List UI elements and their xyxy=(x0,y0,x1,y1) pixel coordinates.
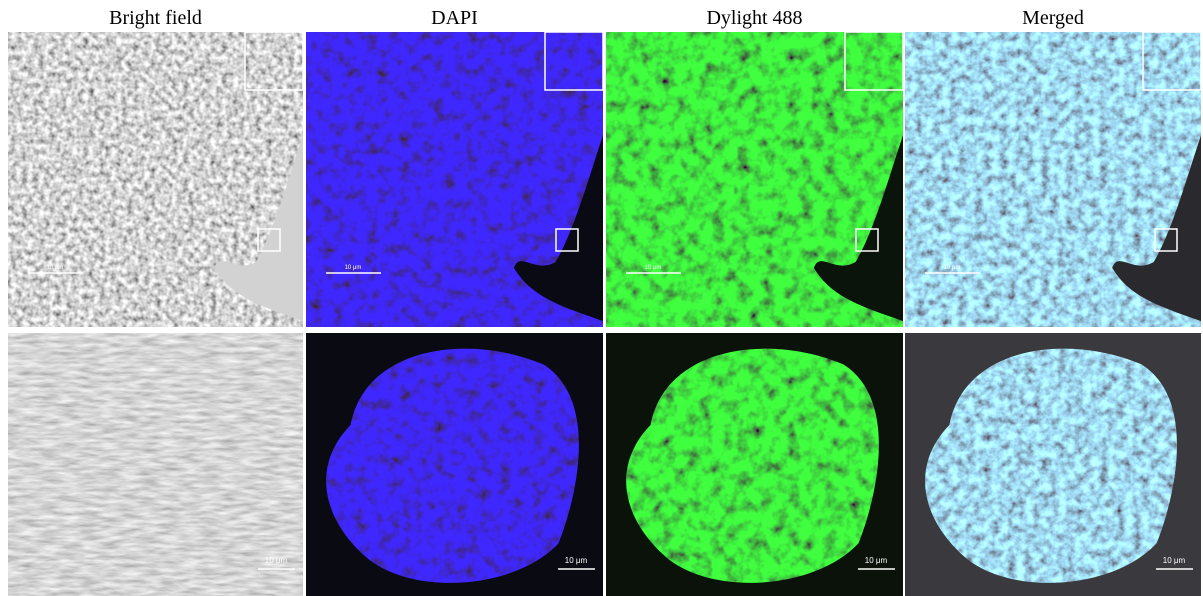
scale-label: 10 μm xyxy=(865,556,888,565)
scale-label: 10 μm xyxy=(47,265,64,271)
micrograph-panel: 10 μm xyxy=(606,333,903,596)
cell-mass xyxy=(8,333,303,596)
scale-label: 10 μm xyxy=(1163,556,1186,565)
micrograph-panel: 10 μm xyxy=(306,32,603,327)
figure: Bright field DAPI Dylight 488 Merged 10 μm 10… xyxy=(0,0,1203,596)
column-title: Merged xyxy=(1022,7,1084,29)
scale-label: 10 μm xyxy=(265,556,288,565)
scale-label: 10 μm xyxy=(565,556,588,565)
micrograph-panel: 10 μm xyxy=(606,32,903,327)
column-title: Bright field xyxy=(109,7,202,29)
micrograph-panel: 10 μm xyxy=(306,333,603,596)
micrograph-panel: 10 μm xyxy=(905,333,1201,596)
micrograph-panel: 10 μm xyxy=(905,32,1201,327)
scale-label: 10 μm xyxy=(645,265,662,271)
column-title: Dylight 488 xyxy=(706,7,802,29)
scale-label: 10 μm xyxy=(944,265,961,271)
column-title: DAPI xyxy=(431,7,478,29)
micrograph-panel: 10 μm xyxy=(8,333,303,596)
scale-label: 10 μm xyxy=(345,265,362,271)
micrograph-panel: 10 μm xyxy=(8,32,303,327)
